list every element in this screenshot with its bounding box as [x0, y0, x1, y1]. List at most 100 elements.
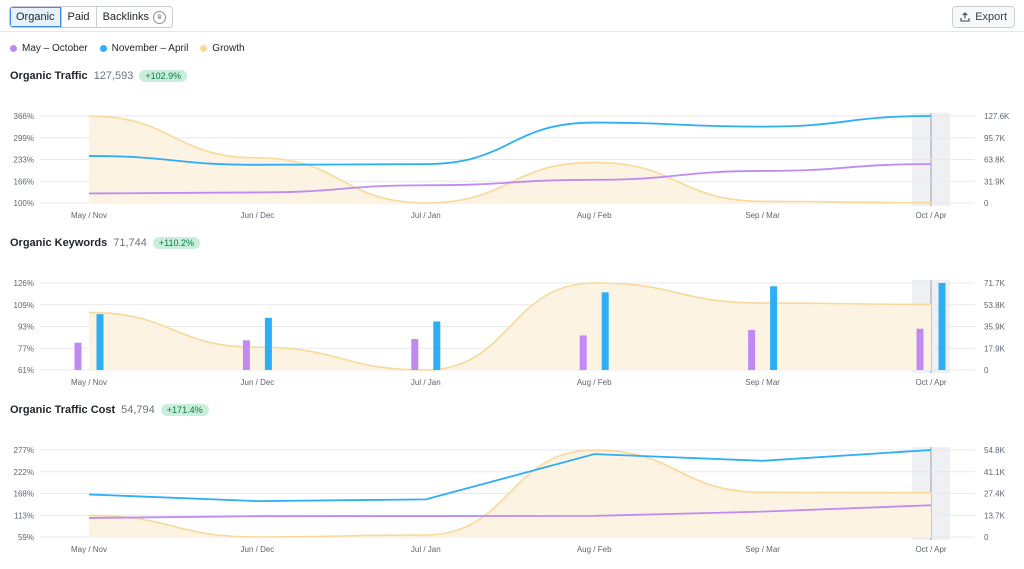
- y-tick-right: 35.9K: [984, 323, 1006, 332]
- y-tick-right: 31.9K: [984, 177, 1006, 186]
- bar-may-october: [579, 335, 587, 370]
- legend-label: Growth: [212, 43, 245, 54]
- tab-organic[interactable]: Organic: [10, 7, 62, 27]
- x-tick-label: Oct / Apr: [915, 378, 946, 387]
- organic-keywords-chart[interactable]: 126% 71.7K 109% 53.8K 93% 35.9K 77% 17.9K 61% 0 Ma…: [0, 262, 1024, 392]
- y-tick-left: 233%: [14, 156, 34, 165]
- section-title: Organic Keywords: [10, 237, 108, 249]
- bar-may-october: [916, 328, 924, 370]
- section-header-organic-traffic-cost: Organic Traffic Cost 54,794 +171.4%: [10, 404, 209, 416]
- y-tick-right: 71.7K: [984, 279, 1006, 288]
- y-tick-left: 299%: [14, 134, 34, 143]
- x-tick-label: Aug / Feb: [577, 378, 612, 387]
- y-tick-left: 100%: [14, 199, 34, 208]
- bar-may-october: [242, 340, 250, 370]
- x-tick-label: Jul / Jan: [411, 378, 441, 387]
- y-tick-left: 126%: [14, 279, 34, 288]
- y-tick-left: 109%: [14, 301, 34, 310]
- legend-dot-icon: [200, 45, 208, 52]
- x-tick-label: Aug / Feb: [577, 211, 612, 220]
- bar-november-april: [938, 283, 946, 370]
- x-tick-label: Oct / Apr: [915, 545, 946, 554]
- legend-label: November – April: [111, 43, 189, 54]
- y-tick-left: 277%: [14, 446, 34, 455]
- y-tick-left: 366%: [14, 112, 34, 121]
- series-growth-line: [88, 282, 932, 371]
- x-tick-label: Sep / Mar: [745, 211, 780, 220]
- export-button[interactable]: Export: [952, 6, 1015, 28]
- y-tick-right: 127.6K: [984, 112, 1010, 121]
- legend-dot-icon: [99, 45, 107, 52]
- y-tick-right: 0: [984, 199, 989, 208]
- y-tick-left: 166%: [14, 177, 34, 186]
- bar-november-april: [770, 286, 778, 370]
- x-tick-label: Jun / Dec: [241, 545, 275, 554]
- bar-november-april: [96, 314, 104, 370]
- tab-paid[interactable]: Paid: [62, 7, 97, 27]
- legend-item-growth[interactable]: Growth: [200, 43, 245, 54]
- y-tick-left: 168%: [14, 490, 34, 499]
- growth-badge: +110.2%: [152, 237, 200, 249]
- y-tick-right: 95.7K: [984, 134, 1006, 143]
- bar-may-october: [74, 342, 82, 370]
- bar-november-april: [433, 321, 441, 370]
- growth-badge: +102.9%: [139, 70, 188, 82]
- x-tick-label: Jun / Dec: [241, 211, 275, 220]
- growth-badge: +171.4%: [160, 404, 209, 416]
- y-tick-right: 17.9K: [984, 344, 1006, 353]
- y-tick-left: 222%: [14, 468, 34, 477]
- x-tick-label: Aug / Feb: [577, 545, 612, 554]
- y-tick-left: 61%: [18, 366, 34, 375]
- section-value: 71,744: [113, 237, 147, 249]
- legend-item-november-april[interactable]: November – April: [99, 43, 189, 54]
- export-icon: [960, 12, 970, 22]
- organic-traffic-chart[interactable]: 366% 127.6K 299% 95.7K 233% 63.8K 166% 31.9K 100…: [0, 95, 1024, 225]
- y-tick-right: 41.1K: [984, 468, 1006, 477]
- x-tick-label: Jun / Dec: [241, 378, 275, 387]
- tab-label: Organic: [16, 11, 55, 23]
- series-may-october-line: [88, 163, 932, 195]
- x-tick-label: Oct / Apr: [915, 211, 946, 220]
- x-tick-label: May / Nov: [71, 378, 107, 387]
- bar-november-april: [601, 292, 609, 370]
- organic-traffic-cost-chart[interactable]: 277% 54.8K 222% 41.1K 168% 27.4K 113% 13.7K 59% 0…: [0, 429, 1024, 559]
- y-tick-right: 54.8K: [984, 446, 1006, 455]
- legend-label: May – October: [22, 43, 88, 54]
- tab-label: Backlinks: [102, 11, 150, 23]
- x-tick-label: Sep / Mar: [745, 378, 780, 387]
- section-title: Organic Traffic: [10, 70, 88, 82]
- series-growth-line: [88, 115, 932, 204]
- series-growth-area: [89, 116, 931, 203]
- section-header-organic-keywords: Organic Keywords 71,744 +110.2%: [10, 237, 200, 249]
- section-title: Organic Traffic Cost: [10, 404, 116, 416]
- series-growth-line: [88, 449, 932, 538]
- y-tick-right: 0: [984, 533, 989, 542]
- section-header-organic-traffic: Organic Traffic 127,593 +102.9%: [10, 70, 188, 82]
- crown-icon: ♛: [153, 10, 167, 24]
- legend-item-may-october[interactable]: May – October: [10, 43, 88, 54]
- y-tick-left: 77%: [18, 344, 34, 353]
- y-tick-left: 59%: [18, 533, 34, 542]
- bar-november-april: [264, 317, 272, 370]
- y-tick-right: 63.8K: [984, 156, 1006, 165]
- y-tick-right: 27.4K: [984, 490, 1006, 499]
- y-tick-left: 93%: [18, 323, 34, 332]
- x-tick-label: May / Nov: [71, 211, 107, 220]
- x-tick-label: Jul / Jan: [411, 211, 441, 220]
- y-tick-right: 0: [984, 366, 989, 375]
- chart-legend: May – October November – April Growth: [10, 43, 245, 54]
- toolbar: Organic Paid Backlinks ♛ Export: [0, 0, 1024, 32]
- series-may-october-line: [88, 504, 932, 519]
- series-november-april-line: [88, 449, 932, 503]
- export-label: Export: [975, 11, 1007, 23]
- bar-may-october: [411, 339, 419, 370]
- y-tick-right: 53.8K: [984, 301, 1006, 310]
- x-tick-label: Jul / Jan: [411, 545, 441, 554]
- x-tick-label: Sep / Mar: [745, 545, 780, 554]
- bar-may-october: [748, 329, 756, 370]
- y-tick-left: 113%: [14, 511, 34, 520]
- section-value: 54,794: [121, 404, 155, 416]
- tab-backlinks[interactable]: Backlinks ♛: [97, 7, 172, 27]
- section-value: 127,593: [93, 70, 134, 82]
- tab-group: Organic Paid Backlinks ♛: [9, 6, 174, 28]
